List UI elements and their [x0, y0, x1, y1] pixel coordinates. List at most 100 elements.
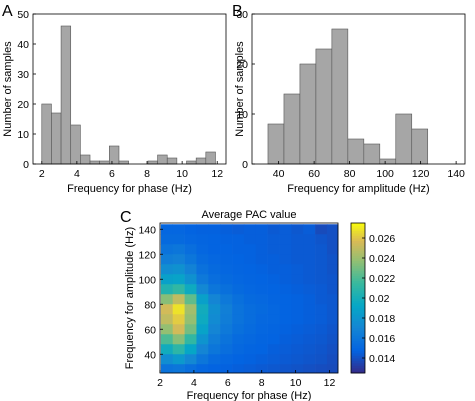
heatmap-cell-12-1: [172, 344, 185, 355]
heatmap-cell-5-9: [267, 274, 280, 285]
heatmap-cell-8-8: [255, 304, 268, 315]
heatmap-cell-6-0: [160, 284, 174, 295]
colorbar-segment-38: [351, 275, 365, 279]
heatmap-cell-4-5: [220, 264, 233, 275]
heatmap-cell-4-0: [160, 264, 174, 275]
colorbar-segment-3: [351, 363, 365, 366]
y-tick-label-phase-0: 0: [23, 159, 29, 171]
panel-b-label: B: [232, 3, 243, 20]
heatmap-cell-7-4: [208, 294, 221, 305]
colorbar-segment-52: [351, 240, 365, 244]
colorbar-segment-34: [351, 285, 365, 289]
heatmap-cell-6-3: [196, 284, 209, 295]
heatmap-cell-9-4: [208, 314, 221, 325]
heatmap-cell-5-12: [303, 274, 316, 285]
heatmap-cell-5-6: [232, 274, 245, 285]
heatmap-cell-3-14: [326, 254, 339, 265]
colorbar-segment-42: [351, 265, 365, 269]
heatmap-cell-11-10: [279, 334, 292, 345]
heatmap-cell-3-8: [255, 254, 268, 265]
heatmap-cell-10-7: [243, 324, 257, 335]
colorbar-segment-25: [351, 308, 365, 311]
heatmap-cell-8-14: [326, 304, 339, 315]
heatmap-cell-7-9: [267, 294, 280, 305]
colorbar: [351, 223, 365, 374]
heatmap-cell-11-0: [160, 334, 174, 345]
panel-c-label: C: [120, 209, 132, 226]
heatmap-cell-0-14: [326, 224, 339, 235]
heatmap-cell-5-8: [255, 274, 268, 285]
heatmap-cell-4-3: [196, 264, 209, 275]
heatmap-cell-10-13: [315, 324, 328, 335]
heatmap-cell-12-12: [303, 344, 316, 355]
x-tick-label-amplitude-3: 100: [376, 168, 394, 180]
heatmap-cell-2-13: [315, 244, 328, 255]
heatmap-cell-11-11: [291, 334, 304, 345]
heatmap-cell-12-8: [255, 344, 268, 355]
heatmap-cell-13-0: [160, 354, 174, 365]
heatmap-cell-7-3: [196, 294, 209, 305]
y-ticks-phase: 0 10 20 30 40 50: [17, 9, 36, 171]
heatmap-cell-8-3: [196, 304, 209, 315]
colorbar-segment-2: [351, 365, 365, 369]
bar-phase-16: [195, 157, 207, 165]
colorbar-segment-13: [351, 338, 365, 341]
heatmap-cell-6-2: [184, 284, 197, 295]
heatmap-cell-2-6: [232, 244, 245, 255]
bar-amplitude-2: [299, 63, 317, 165]
heatmap-cell-14-14: [326, 364, 339, 374]
heatmap-cell-6-11: [291, 284, 304, 295]
heatmap-cell-6-14: [326, 284, 339, 295]
heatmap-cell-9-5: [220, 314, 233, 325]
bar-phase-2: [60, 25, 72, 165]
heatmap-cell-3-1: [172, 254, 185, 265]
heatmap-cell-7-5: [220, 294, 233, 305]
heatmap-cell-13-2: [184, 354, 197, 365]
bar-phase-3: [70, 124, 81, 165]
heatmap-cell-10-1: [172, 324, 185, 335]
heatmap-cell-4-1: [172, 264, 185, 275]
heatmap-cell-0-7: [243, 224, 257, 235]
heatmap-cell-11-2: [184, 334, 197, 345]
heatmap-cell-4-13: [315, 264, 328, 275]
heatmap-cell-12-9: [267, 344, 280, 355]
colorbar-segment-31: [351, 293, 365, 296]
colorbar-segment-40: [351, 270, 365, 274]
colorbar-segment-14: [351, 335, 365, 339]
colorbar-segment-49: [351, 248, 365, 251]
x-tick-label-heatmap-4: 10: [290, 377, 302, 389]
bar-phase-13: [166, 157, 178, 165]
heatmap-cell-1-0: [160, 234, 174, 245]
bar-phase-6: [99, 160, 110, 165]
y-tick-label-amplitude-1: 10: [236, 109, 248, 121]
heatmap-cell-6-10: [279, 284, 292, 295]
heatmap-cell-11-14: [326, 334, 339, 345]
heatmap-cell-0-13: [315, 224, 328, 235]
heatmap-cell-3-3: [196, 254, 209, 265]
heatmap-cell-3-0: [160, 254, 174, 265]
heatmap-cell-10-11: [291, 324, 304, 335]
heatmap-cell-12-7: [243, 344, 257, 355]
heatmap-cell-2-10: [279, 244, 292, 255]
histogram-amplitude: 40 60 80 100 120 140 0 10 20 30 Frequency for am…: [234, 9, 466, 195]
heatmap-cell-6-7: [243, 284, 257, 295]
heatmap-pac: Average PAC value 2 4 6 8 10 12 40 60 80 100 120 1…: [124, 209, 395, 401]
x-tick-label-amplitude-4: 120: [412, 168, 430, 180]
colorbar-segment-18: [351, 325, 365, 329]
x-tick-label-heatmap-5: 12: [324, 377, 336, 389]
colorbar-segment-32: [351, 290, 365, 294]
heatmap-cell-9-9: [267, 314, 280, 325]
heatmap-cell-3-4: [208, 254, 221, 265]
heatmap-cell-2-8: [255, 244, 268, 255]
heatmap-cell-6-8: [255, 284, 268, 295]
heatmap-cell-9-10: [279, 314, 292, 325]
colorbar-segment-27: [351, 303, 365, 306]
heatmap-cell-2-7: [243, 244, 257, 255]
bar-phase-8: [118, 160, 129, 165]
heatmap-cell-7-0: [160, 294, 174, 305]
axes-frame-amplitude: [251, 13, 466, 165]
colorbar-ticks: 0.014 0.016 0.018 0.02 0.022 0.024 0.026: [362, 233, 395, 365]
heatmap-cell-4-6: [232, 264, 245, 275]
colorbar-segment-19: [351, 323, 365, 326]
heatmap-cell-9-1: [172, 314, 185, 325]
